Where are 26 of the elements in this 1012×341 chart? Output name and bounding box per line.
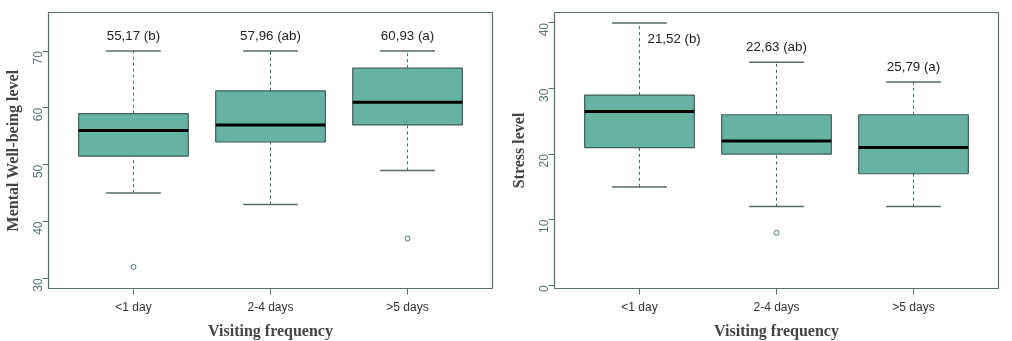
x-axis-title: Visiting frequency	[714, 321, 839, 340]
y-tick-label: 30	[31, 277, 45, 292]
annotation: 22,63 (ab)	[746, 39, 807, 55]
y-tick-label: 10	[537, 219, 551, 234]
x-axis-title: Visiting frequency	[208, 321, 333, 340]
y-tick-label: 50	[31, 164, 45, 179]
x-tick-label: 2-4 days	[753, 299, 800, 314]
y-axis-title: Stress level	[509, 112, 527, 189]
y-tick-label: 20	[537, 153, 551, 168]
annotation: 55,17 (b)	[106, 28, 161, 44]
x-tick-label: >5 days	[892, 299, 935, 314]
annotation: 25,79 (a)	[886, 58, 941, 74]
y-tick-label: 60	[31, 107, 45, 122]
annotation: 21,52 (b)	[647, 30, 701, 46]
y-tick-label: 70	[31, 50, 45, 65]
y-axis-title: Mental Well-being level	[3, 69, 22, 232]
x-tick-label: >5 days	[386, 299, 429, 314]
x-tick-label: <1 day	[115, 299, 152, 314]
annotation: 60,93 (a)	[380, 28, 435, 44]
x-tick-label: 2-4 days	[247, 299, 294, 314]
x-tick-label: <1 day	[621, 299, 658, 314]
y-tick-label: 30	[537, 88, 551, 102]
y-tick-label: 40	[31, 221, 45, 235]
y-tick-label: 0	[537, 284, 551, 292]
y-tick-label: 40	[537, 22, 551, 37]
annotation: 57,96 (ab)	[240, 28, 301, 44]
